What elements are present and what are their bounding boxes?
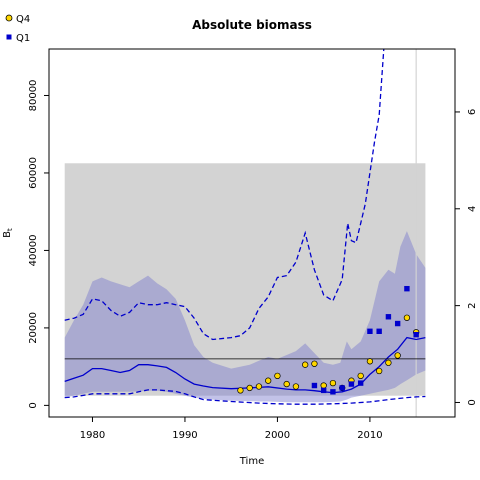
y2-tick-label: 0 (467, 399, 478, 405)
x-tick-label: 1980 (80, 430, 105, 441)
obs-q1-point (376, 328, 382, 334)
obs-q4-point (302, 361, 309, 368)
y-axis-label-subscript: t (6, 228, 14, 231)
obs-q1-point (394, 320, 401, 327)
obs-q4-point (255, 383, 263, 390)
confidence-band (64, 231, 426, 403)
obs-q4-point (403, 314, 411, 321)
legend-q4-label: Q4 (16, 14, 30, 25)
obs-q1-point (367, 328, 373, 334)
obs-q4-point (357, 372, 364, 379)
y-axis-label: Bt (2, 228, 14, 238)
obs-q4-point (237, 387, 244, 394)
obs-q1-point (348, 381, 355, 387)
y-axis-label-main: B (2, 231, 13, 238)
obs-q1-point (413, 331, 419, 338)
obs-q1-point (330, 389, 336, 395)
legend: Q4 Q1 (5, 14, 30, 44)
y-tick-label: 60000 (28, 157, 39, 189)
x-tick-label: 1990 (172, 430, 197, 441)
shaded-region (64, 163, 426, 396)
y-tick-label: 0 (28, 402, 39, 408)
obs-q1-point (404, 285, 410, 292)
obs-q1-point (311, 382, 318, 389)
obs-q4-point (329, 379, 337, 387)
y-tick-label: 20000 (28, 312, 39, 344)
series-line-1 (64, 49, 385, 341)
obs-q4-point (311, 360, 318, 367)
obs-q4-point (292, 383, 300, 390)
x-tick-label: 2000 (265, 430, 290, 441)
y-tick-label: 40000 (28, 235, 39, 267)
y-tick-label: 80000 (28, 80, 39, 112)
obs-q4-point (366, 358, 374, 365)
obs-q4-point (283, 380, 290, 388)
legend-q1-label: Q1 (16, 33, 30, 44)
legend-q4-marker (5, 14, 13, 22)
plot-area (64, 49, 426, 417)
x-axis-label: Time (239, 456, 264, 467)
obs-q1-point (357, 380, 364, 386)
y2-tick-label: 6 (467, 109, 478, 115)
y2-tick-label: 2 (467, 302, 478, 308)
obs-q4-point (265, 377, 272, 384)
chart-title: Absolute biomass (192, 18, 312, 32)
obs-q1-point (320, 387, 327, 394)
x-tick-label: 2010 (357, 430, 382, 441)
obs-q4-point (320, 382, 327, 389)
y2-tick-label: 4 (467, 206, 478, 212)
axes: 1980 1990 2000 2010 0 20000 40000 60000 80000 0 2 4… (28, 80, 478, 441)
plot-frame (48, 48, 456, 418)
obs-q1-point (385, 314, 392, 320)
series-line-2 (64, 389, 426, 405)
obs-q4-point (394, 352, 401, 359)
obs-q1-point (339, 385, 345, 391)
obs-q4-point (246, 384, 253, 392)
obs-q4-point (376, 367, 383, 375)
obs-q4-point (274, 372, 281, 379)
obs-q4-point (385, 359, 392, 366)
legend-q1-marker (6, 34, 12, 40)
